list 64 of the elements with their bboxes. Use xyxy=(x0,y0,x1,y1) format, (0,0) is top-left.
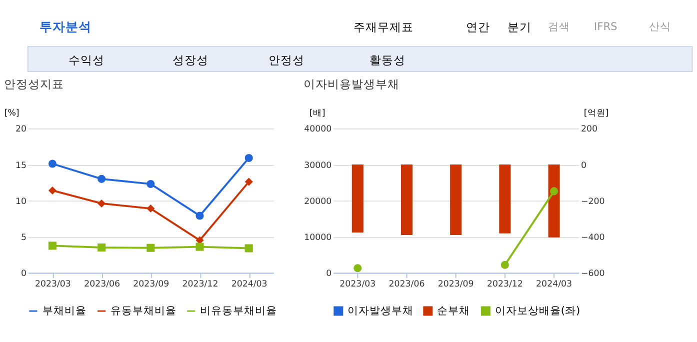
point xyxy=(48,160,56,168)
y2-tick-label: 0 xyxy=(580,160,587,171)
point xyxy=(196,242,204,251)
text: 투자분석 xyxy=(39,19,92,34)
point xyxy=(98,199,106,208)
point xyxy=(98,174,106,183)
y-tick-label: 15 xyxy=(15,160,26,171)
legend-label: 부채비율 xyxy=(42,304,86,317)
y-axis-title: [배] xyxy=(310,108,326,118)
text: 주재무제표 xyxy=(353,20,414,34)
point xyxy=(146,204,155,213)
text: 연간 xyxy=(466,20,490,34)
y-tick-label: 30000 xyxy=(304,160,332,171)
point xyxy=(244,154,253,162)
y2-tick-label: −400 xyxy=(580,233,605,244)
point xyxy=(146,244,155,252)
x-tick-label: 2023/06 xyxy=(84,280,120,290)
text: 성장성 xyxy=(172,52,208,67)
text: 수익성 xyxy=(68,52,104,67)
y-tick-label: 10000 xyxy=(304,233,332,244)
text: 활동성 xyxy=(370,52,406,67)
point xyxy=(244,244,253,252)
point xyxy=(98,243,106,252)
x-tick-label: 2023/09 xyxy=(438,280,474,290)
y2-tick-label: −600 xyxy=(580,269,605,280)
y-tick-label: 5 xyxy=(20,233,26,244)
legend-label: 비유동부채비율 xyxy=(200,304,278,317)
legend-label: 이자발생부채 xyxy=(348,304,414,317)
y2-tick-label: −200 xyxy=(580,196,605,207)
y-tick-label: 20000 xyxy=(304,196,332,207)
point xyxy=(244,178,253,186)
text: IFRS xyxy=(594,21,618,34)
y-tick-label: 40000 xyxy=(304,124,332,135)
y2-axis-title: [억원] xyxy=(584,108,609,118)
point xyxy=(354,264,362,272)
text: 안정성 xyxy=(268,52,305,67)
y-tick-label: 0 xyxy=(326,269,332,280)
x-tick-label: 2023/03 xyxy=(34,280,71,290)
chart-title: 안정성지표 xyxy=(4,76,64,91)
legend-label: 이자보상배율(좌) xyxy=(494,304,580,317)
x-tick-label: 2023/06 xyxy=(388,280,425,290)
chart-title: 이자비용발생부채 xyxy=(304,76,400,91)
y-tick-label: 0 xyxy=(20,269,26,280)
x-tick-label: 2023/12 xyxy=(182,280,218,290)
legend-label: 유동부채비율 xyxy=(110,304,177,317)
x-tick-label: 2024/03 xyxy=(231,280,268,290)
point xyxy=(550,187,558,196)
x-tick-label: 2023/03 xyxy=(340,280,376,290)
y-axis-title: [%] xyxy=(4,108,20,118)
point xyxy=(48,242,56,250)
x-tick-label: 2023/12 xyxy=(486,280,523,290)
y2-tick-label: 200 xyxy=(580,124,598,135)
text: 산식 xyxy=(648,21,671,34)
point xyxy=(196,212,204,220)
point xyxy=(146,180,155,188)
y-tick-label: 10 xyxy=(15,196,26,207)
point xyxy=(500,260,509,269)
point xyxy=(48,186,56,194)
legend-label: 순부채 xyxy=(437,304,470,317)
x-tick-label: 2024/03 xyxy=(536,280,572,290)
y-tick-label: 20 xyxy=(15,124,26,135)
text: 검색 xyxy=(548,21,570,34)
text: 분기 xyxy=(507,20,532,34)
x-tick-label: 2023/09 xyxy=(133,280,170,290)
